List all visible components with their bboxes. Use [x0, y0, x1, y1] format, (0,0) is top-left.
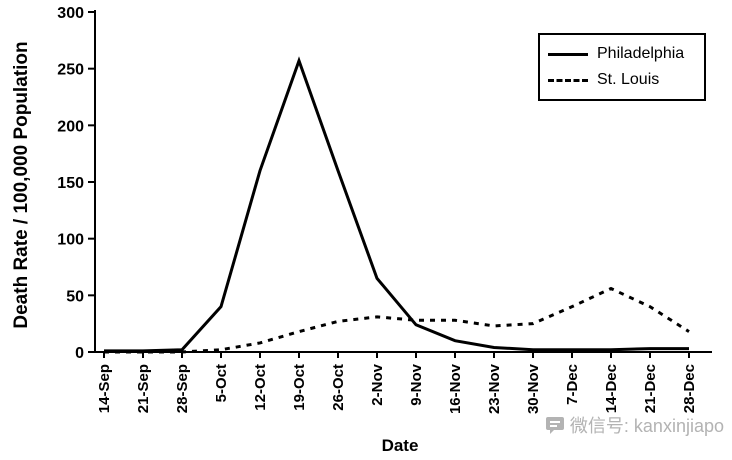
- x-tick-label: 2-Nov: [369, 363, 386, 405]
- x-tick-label: 26-Oct: [330, 364, 347, 411]
- x-tick-label: 30-Nov: [525, 363, 542, 414]
- y-axis-title: Death Rate / 100,000 Population: [11, 41, 32, 329]
- x-tick-label: 23-Nov: [486, 363, 503, 414]
- x-tick-label: 14-Sep: [96, 364, 113, 413]
- watermark-text: 微信号: kanxinjiapo: [569, 416, 724, 436]
- x-tick-label: 19-Oct: [291, 364, 308, 411]
- x-tick-label: 12-Oct: [252, 364, 269, 411]
- st-louis-line: [104, 286, 690, 354]
- st-louis-line-sample: [548, 78, 588, 82]
- legend-item-st-louis: St. Louis: [548, 71, 696, 89]
- philadelphia-line: [104, 56, 689, 353]
- x-tick-label: 9-Nov: [408, 363, 425, 405]
- legend-label-st-louis: St. Louis: [597, 71, 660, 88]
- legend: Philadelphia St. Louis: [538, 33, 706, 101]
- x-tick-label: 14-Dec: [603, 364, 620, 413]
- x-axis-title: Date: [381, 436, 419, 455]
- philadelphia-line-sample: [548, 52, 588, 56]
- x-tick-label: 5-Oct: [213, 364, 230, 402]
- legend-label-philadelphia: Philadelphia: [597, 45, 685, 62]
- y-tick-label: 50: [66, 288, 84, 305]
- y-tick-label: 300: [57, 5, 84, 22]
- x-tick-label: 28-Dec: [681, 364, 698, 413]
- x-tick-label: 28-Sep: [174, 364, 191, 413]
- y-tick-label: 100: [57, 232, 84, 249]
- y-tick-label: 200: [57, 118, 84, 135]
- watermark: 微信号: kanxinjiapo: [545, 412, 724, 438]
- x-tick-label: 21-Sep: [135, 364, 152, 413]
- y-tick-label: 0: [75, 345, 84, 362]
- legend-item-philadelphia: Philadelphia: [548, 45, 696, 63]
- x-tick-label: 21-Dec: [642, 364, 659, 413]
- x-tick-label: 16-Nov: [447, 363, 464, 414]
- wechat-bubble-icon: [545, 417, 564, 434]
- x-tick-label: 7-Dec: [564, 364, 581, 405]
- y-tick-label: 250: [57, 62, 84, 79]
- y-tick-label: 150: [57, 175, 84, 192]
